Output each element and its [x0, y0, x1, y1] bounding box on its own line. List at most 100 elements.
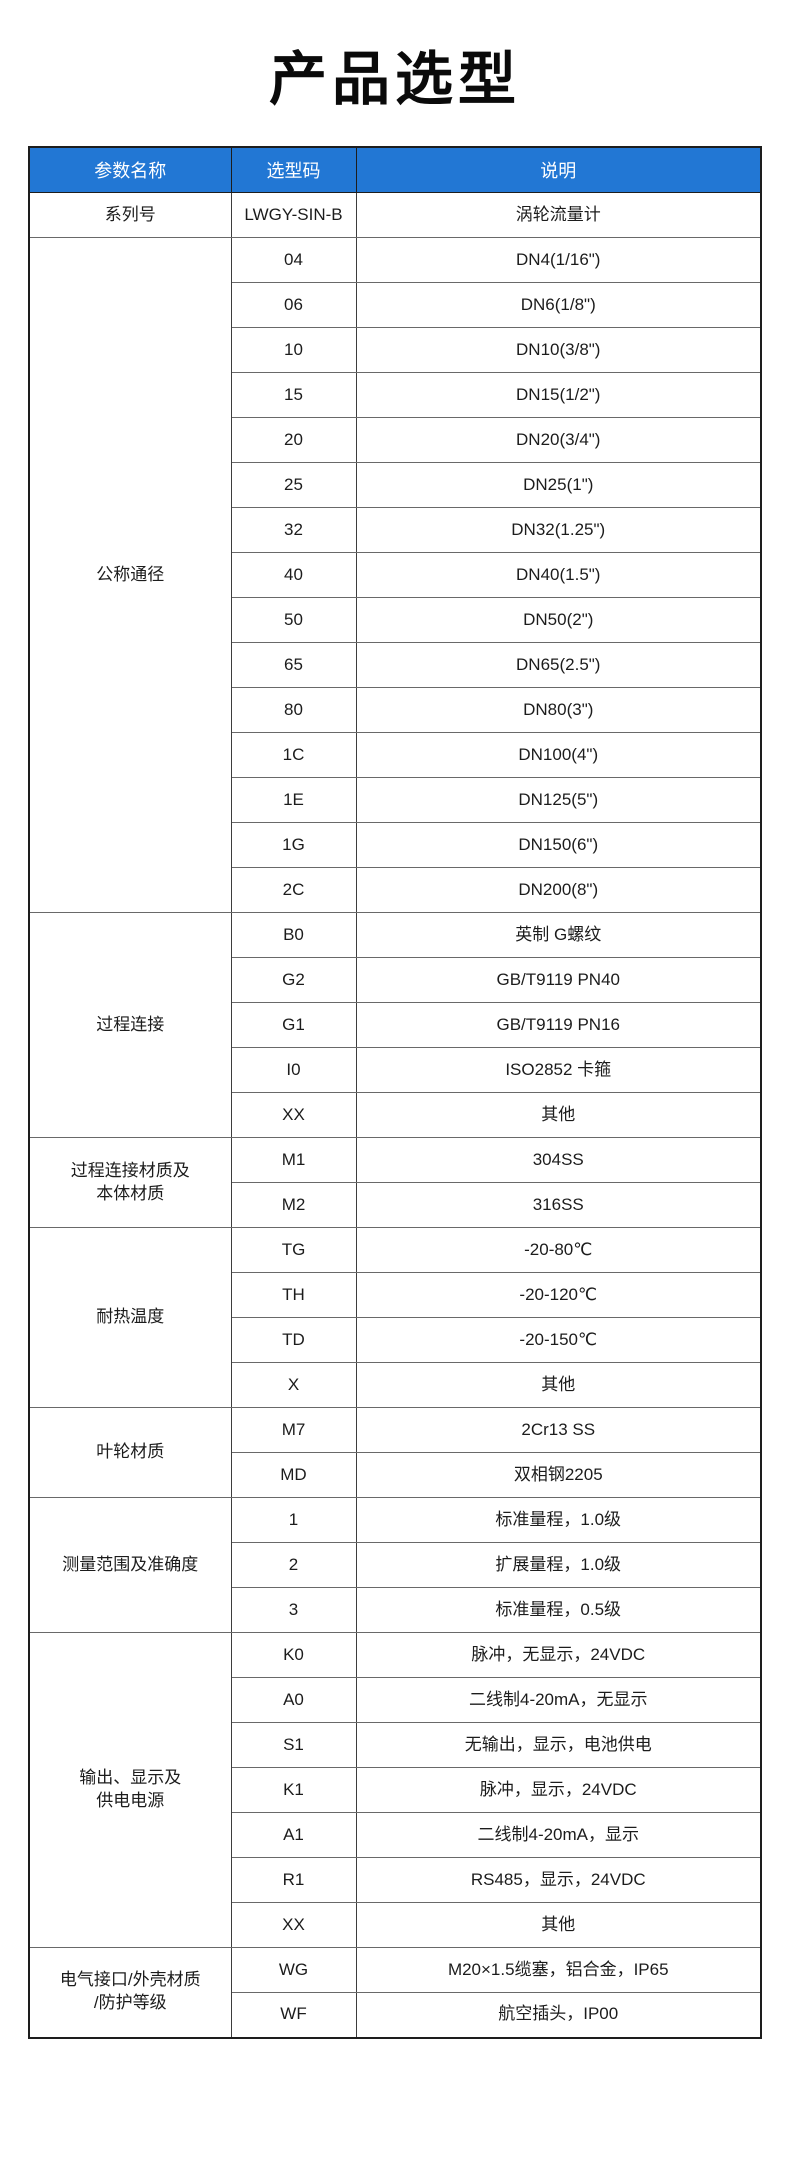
code-cell: XX	[230, 1902, 357, 1948]
table-row: 50 DN50(2")	[29, 597, 762, 643]
code-cell: R1	[230, 1857, 357, 1903]
table-row: 40 DN40(1.5")	[29, 552, 762, 598]
param-label-line: 本体材质	[96, 1183, 165, 1203]
desc-cell: 航空插头，IP00	[355, 1992, 762, 2038]
code-cell: K0	[230, 1632, 357, 1678]
table-row: 电气接口/外壳材质/防护等级 WG M20×1.5缆塞，铝合金，IP65	[28, 1947, 762, 2038]
desc-cell: DN4(1/16")	[355, 237, 762, 283]
table-body: 系列号 LWGY-SIN-B 涡轮流量计 公称通径 04 DN4(1/16") 06 DN6(…	[28, 192, 762, 2038]
code-cell: 04	[230, 237, 357, 283]
desc-cell: DN6(1/8")	[355, 282, 762, 328]
table-row: 1E DN125(5")	[29, 777, 762, 823]
table-row: R1 RS485，显示，24VDC	[29, 1857, 762, 1903]
desc-cell: GB/T9119 PN40	[355, 957, 762, 1003]
code-cell: K1	[230, 1767, 357, 1813]
code-cell: 80	[230, 687, 357, 733]
table-row: G2 GB/T9119 PN40	[29, 957, 762, 1003]
code-cell: 10	[230, 327, 357, 373]
param-cell: 电气接口/外壳材质/防护等级	[28, 1947, 232, 2038]
code-cell: 1	[230, 1497, 357, 1543]
code-cell: G2	[230, 957, 357, 1003]
desc-cell: 其他	[355, 1092, 762, 1138]
table-row: 2 扩展量程，1.0级	[29, 1542, 762, 1588]
code-cell: 50	[230, 597, 357, 643]
table-row: 10 DN10(3/8")	[29, 327, 762, 373]
table-row: 65 DN65(2.5")	[29, 642, 762, 688]
table-row: 测量范围及准确度 1 标准量程，1.0级	[28, 1497, 762, 1633]
desc-cell: DN25(1")	[355, 462, 762, 508]
table-row: 过程连接 B0 英制 G螺纹	[28, 912, 762, 1138]
code-cell: 40	[230, 552, 357, 598]
param-cell: 系列号	[28, 192, 232, 238]
desc-cell: DN15(1/2")	[355, 372, 762, 418]
code-cell: A0	[230, 1677, 357, 1723]
header-selection-code: 选型码	[230, 146, 357, 193]
desc-cell: GB/T9119 PN16	[355, 1002, 762, 1048]
table-row: 输出、显示及 供电电源 K0 脉冲，无显示，24VDC	[28, 1632, 762, 1948]
table-row: 1G DN150(6")	[29, 822, 762, 868]
desc-cell: DN32(1.25")	[355, 507, 762, 553]
param-label-line: /防护等级	[93, 1993, 167, 2013]
desc-cell: DN65(2.5")	[355, 642, 762, 688]
desc-cell: -20-80℃	[355, 1227, 762, 1273]
code-cell: M1	[230, 1137, 357, 1183]
desc-cell: 无输出，显示，电池供电	[355, 1722, 762, 1768]
code-cell: 20	[230, 417, 357, 463]
desc-cell: 二线制4-20mA，无显示	[355, 1677, 762, 1723]
product-selection-table: 参数名称 选型码 说明 系列号 LWGY-SIN-B 涡轮流量计 公称通径 04 DN4(…	[28, 146, 762, 2039]
param-label-line: 耐热温度	[96, 1307, 165, 1327]
param-label-line: 叶轮材质	[96, 1442, 165, 1462]
table-row: 15 DN15(1/2")	[29, 372, 762, 418]
code-cell: 1E	[230, 777, 357, 823]
code-cell: 1G	[230, 822, 357, 868]
table-row: A0 二线制4-20mA，无显示	[29, 1677, 762, 1723]
desc-cell: DN10(3/8")	[355, 327, 762, 373]
code-cell: 65	[230, 642, 357, 688]
code-cell: S1	[230, 1722, 357, 1768]
desc-cell: 304SS	[355, 1137, 762, 1183]
desc-cell: 316SS	[355, 1182, 762, 1228]
table-row: 20 DN20(3/4")	[29, 417, 762, 463]
param-label-line: 过程连接	[96, 1014, 165, 1034]
param-label-line: 过程连接材质及	[70, 1160, 190, 1180]
table-row: 1C DN100(4")	[29, 732, 762, 778]
code-cell: TG	[230, 1227, 357, 1273]
code-cell: M7	[230, 1407, 357, 1453]
table-row: XX 其他	[29, 1902, 762, 1948]
param-label-line: 供电电源	[96, 1791, 165, 1810]
desc-cell: 标准量程，0.5级	[355, 1587, 762, 1633]
table-row: 耐热温度 TG -20-80℃	[28, 1227, 762, 1408]
header-row: 参数名称 选型码 说明	[28, 146, 762, 193]
desc-cell: DN80(3")	[355, 687, 762, 733]
table-row: A1 二线制4-20mA，显示	[29, 1812, 762, 1858]
code-cell: 2	[230, 1542, 357, 1588]
code-cell: LWGY-SIN-B	[230, 192, 357, 238]
code-cell: WF	[230, 1992, 357, 2038]
page-title: 产品选型	[268, 47, 521, 112]
table-row: 25 DN25(1")	[29, 462, 762, 508]
desc-cell: 标准量程，1.0级	[355, 1497, 762, 1543]
table-row: 公称通径 04 DN4(1/16")	[28, 237, 762, 913]
param-cell: 耐热温度	[28, 1227, 232, 1408]
code-cell: 25	[230, 462, 357, 508]
desc-cell: 2Cr13 SS	[355, 1407, 762, 1453]
table-row: 80 DN80(3")	[29, 687, 762, 733]
code-cell: X	[230, 1362, 357, 1408]
code-cell: I0	[230, 1047, 357, 1093]
desc-cell: ISO2852 卡箍	[355, 1047, 762, 1093]
desc-cell: M20×1.5缆塞，铝合金，IP65	[355, 1947, 762, 1993]
desc-cell: DN40(1.5")	[355, 552, 762, 598]
desc-cell: 英制 G螺纹	[355, 912, 762, 958]
param-cell: 输出、显示及 供电电源	[28, 1632, 232, 1948]
desc-cell: 其他	[355, 1902, 762, 1948]
desc-cell: DN50(2")	[355, 597, 762, 643]
param-label-line: 系列号	[104, 204, 156, 224]
desc-cell: 双相钢2205	[355, 1452, 762, 1498]
code-cell: 15	[230, 372, 357, 418]
code-cell: B0	[230, 912, 357, 958]
table-row: G1 GB/T9119 PN16	[29, 1002, 762, 1048]
param-cell: 过程连接材质及 本体材质	[28, 1137, 232, 1228]
code-cell: XX	[230, 1092, 357, 1138]
table-row: 3 标准量程，0.5级	[29, 1587, 762, 1633]
code-cell: TD	[230, 1317, 357, 1363]
